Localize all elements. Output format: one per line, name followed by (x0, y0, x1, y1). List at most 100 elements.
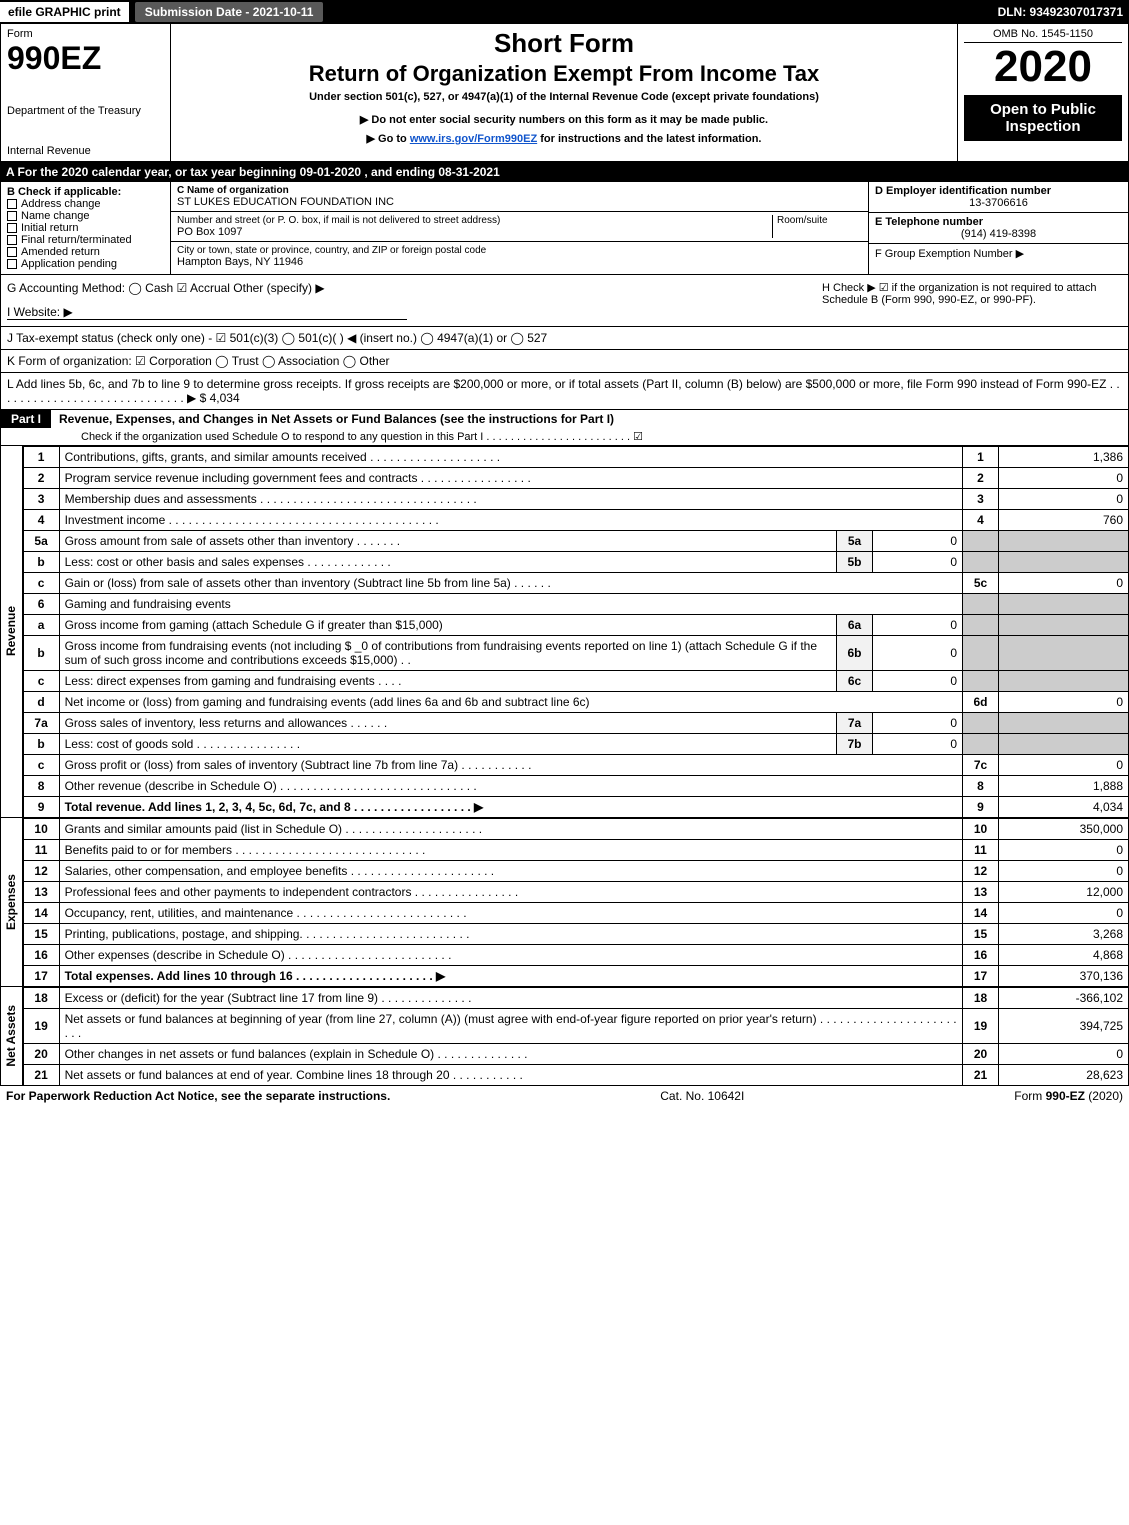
line-i: I Website: ▶ (7, 305, 407, 320)
submission-date-button[interactable]: Submission Date - 2021-10-11 (135, 2, 324, 22)
row-3: 3Membership dues and assessments . . . .… (23, 489, 1128, 510)
line-l: L Add lines 5b, 6c, and 7b to line 9 to … (0, 373, 1129, 410)
net-assets-section: Net Assets 18Excess or (deficit) for the… (0, 987, 1129, 1086)
row-9: 9Total revenue. Add lines 1, 2, 3, 4, 5c… (23, 797, 1128, 818)
form-header: Form 990EZ Department of the Treasury In… (0, 24, 1129, 162)
row-6d: dNet income or (loss) from gaming and fu… (23, 692, 1128, 713)
row-4: 4Investment income . . . . . . . . . . .… (23, 510, 1128, 531)
row-1: 1Contributions, gifts, grants, and simil… (23, 447, 1128, 468)
row-6c: cLess: direct expenses from gaming and f… (23, 671, 1128, 692)
line-k: K Form of organization: ☑ Corporation ◯ … (0, 350, 1129, 373)
dept-irs: Internal Revenue (7, 145, 164, 157)
row-5b: bLess: cost or other basis and sales exp… (23, 552, 1128, 573)
label-org-name: C Name of organization (177, 185, 862, 196)
city: Hampton Bays, NY 11946 (177, 256, 862, 268)
row-7b: bLess: cost of goods sold . . . . . . . … (23, 734, 1128, 755)
line-h: H Check ▶ ☑ if the organization is not r… (822, 281, 1122, 320)
note2-pre: ▶ Go to (367, 133, 410, 145)
ssn-warning: ▶ Do not enter social security numbers o… (179, 113, 949, 126)
form-title: Return of Organization Exempt From Incom… (179, 61, 949, 87)
dept-treasury: Department of the Treasury (7, 105, 164, 117)
chk-amended[interactable]: Amended return (7, 246, 164, 258)
row-17: 17Total expenses. Add lines 10 through 1… (23, 966, 1128, 987)
row-14: 14Occupancy, rent, utilities, and mainte… (23, 903, 1128, 924)
city-row: City or town, state or province, country… (171, 242, 868, 271)
label-street: Number and street (or P. O. box, if mail… (177, 215, 772, 226)
group-exemption: F Group Exemption Number ▶ (869, 244, 1128, 263)
efile-label[interactable]: efile GRAPHIC print (0, 2, 129, 22)
part1-title-text: Revenue, Expenses, and Changes in Net As… (51, 412, 614, 426)
row-21: 21Net assets or fund balances at end of … (23, 1065, 1128, 1086)
row-11: 11Benefits paid to or for members . . . … (23, 840, 1128, 861)
org-name-row: C Name of organization ST LUKES EDUCATIO… (171, 182, 868, 212)
irs-link[interactable]: www.irs.gov/Form990EZ (410, 133, 537, 145)
form-word: Form (7, 28, 164, 40)
header-right: OMB No. 1545-1150 2020 Open to Public In… (958, 24, 1128, 161)
street-row: Number and street (or P. O. box, if mail… (171, 212, 868, 242)
row-6b: bGross income from fundraising events (n… (23, 636, 1128, 671)
side-expenses: Expenses (4, 874, 18, 930)
part1-header: Part I Revenue, Expenses, and Changes in… (0, 410, 1129, 446)
phone-value: (914) 419-8398 (875, 228, 1122, 240)
chk-pending[interactable]: Application pending (7, 258, 164, 270)
street: PO Box 1097 (177, 226, 772, 238)
dln-label: DLN: 93492307017371 (998, 5, 1129, 19)
chk-name[interactable]: Name change (7, 210, 164, 222)
chk-initial[interactable]: Initial return (7, 222, 164, 234)
page-footer: For Paperwork Reduction Act Notice, see … (0, 1086, 1129, 1106)
row-6a: aGross income from gaming (attach Schedu… (23, 615, 1128, 636)
section-bcd: B Check if applicable: Address change Na… (0, 182, 1129, 275)
side-net: Net Assets (4, 1005, 18, 1067)
row-8: 8Other revenue (describe in Schedule O) … (23, 776, 1128, 797)
row-2: 2Program service revenue including gover… (23, 468, 1128, 489)
instructions-note: ▶ Go to www.irs.gov/Form990EZ for instru… (179, 132, 949, 145)
row-19: 19Net assets or fund balances at beginni… (23, 1009, 1128, 1044)
chk-final[interactable]: Final return/terminated (7, 234, 164, 246)
row-7c: cGross profit or (loss) from sales of in… (23, 755, 1128, 776)
row-16: 16Other expenses (describe in Schedule O… (23, 945, 1128, 966)
omb-number: OMB No. 1545-1150 (964, 28, 1122, 43)
footer-left: For Paperwork Reduction Act Notice, see … (6, 1089, 390, 1103)
box-c: C Name of organization ST LUKES EDUCATIO… (171, 182, 868, 274)
top-bar: efile GRAPHIC print Submission Date - 20… (0, 0, 1129, 24)
chk-address[interactable]: Address change (7, 198, 164, 210)
revenue-table: 1Contributions, gifts, grants, and simil… (23, 446, 1129, 818)
org-name: ST LUKES EDUCATION FOUNDATION INC (177, 196, 862, 208)
side-revenue: Revenue (4, 606, 18, 656)
net-assets-table: 18Excess or (deficit) for the year (Subt… (23, 987, 1129, 1086)
box-def: D Employer identification number 13-3706… (868, 182, 1128, 274)
line-j: J Tax-exempt status (check only one) - ☑… (0, 327, 1129, 350)
row-7a: 7aGross sales of inventory, less returns… (23, 713, 1128, 734)
part1-label: Part I (1, 410, 51, 428)
open-to-public: Open to Public Inspection (964, 95, 1122, 141)
header-center: Short Form Return of Organization Exempt… (171, 24, 958, 161)
tax-year: 2020 (964, 45, 1122, 89)
box-b-title: B Check if applicable: (7, 186, 164, 198)
row-13: 13Professional fees and other payments t… (23, 882, 1128, 903)
period-row: A For the 2020 calendar year, or tax yea… (0, 162, 1129, 182)
row-12: 12Salaries, other compensation, and empl… (23, 861, 1128, 882)
revenue-section: Revenue 1Contributions, gifts, grants, a… (0, 446, 1129, 818)
row-5c: cGain or (loss) from sale of assets othe… (23, 573, 1128, 594)
footer-right: Form 990-EZ (2020) (1014, 1089, 1123, 1103)
part1-check: Check if the organization used Schedule … (1, 428, 1128, 445)
row-20: 20Other changes in net assets or fund ba… (23, 1044, 1128, 1065)
phone-row: E Telephone number (914) 419-8398 (869, 213, 1128, 244)
form-subtitle: Under section 501(c), 527, or 4947(a)(1)… (179, 91, 949, 103)
note2-post: for instructions and the latest informat… (537, 133, 761, 145)
expenses-table: 10Grants and similar amounts paid (list … (23, 818, 1129, 987)
label-ein: D Employer identification number (875, 185, 1122, 197)
ein-row: D Employer identification number 13-3706… (869, 182, 1128, 213)
box-b: B Check if applicable: Address change Na… (1, 182, 171, 274)
room-suite: Room/suite (772, 215, 862, 238)
row-10: 10Grants and similar amounts paid (list … (23, 819, 1128, 840)
block-gh: G Accounting Method: ◯ Cash ☑ Accrual Ot… (0, 275, 1129, 327)
label-phone: E Telephone number (875, 216, 1122, 228)
row-5a: 5aGross amount from sale of assets other… (23, 531, 1128, 552)
ein-value: 13-3706616 (875, 197, 1122, 209)
row-6: 6Gaming and fundraising events (23, 594, 1128, 615)
short-form-title: Short Form (179, 28, 949, 59)
expenses-section: Expenses 10Grants and similar amounts pa… (0, 818, 1129, 987)
header-left: Form 990EZ Department of the Treasury In… (1, 24, 171, 161)
line-g: G Accounting Method: ◯ Cash ☑ Accrual Ot… (7, 281, 822, 295)
